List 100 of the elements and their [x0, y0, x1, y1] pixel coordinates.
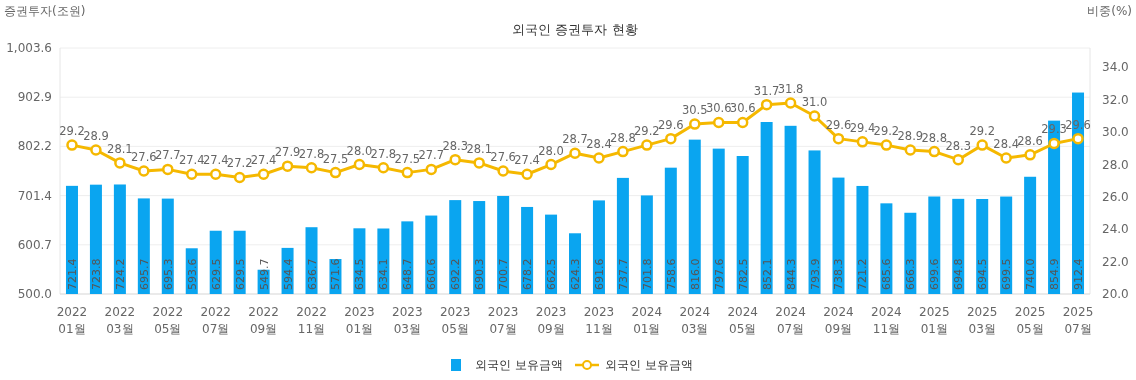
y2-axis-title: 비중(%) — [1087, 4, 1132, 18]
data-label: 31.8 — [777, 82, 804, 97]
legend-label: 외국인 보유금액 — [475, 358, 563, 372]
data-label: 636.7 — [305, 258, 319, 290]
data-label: 721.2 — [856, 258, 870, 290]
data-label: 27.6 — [490, 150, 516, 164]
data-label: 695.7 — [137, 258, 151, 290]
point — [641, 139, 653, 151]
data-label: 660.6 — [425, 258, 439, 290]
data-label: 629.5 — [233, 258, 247, 290]
point — [305, 162, 318, 174]
data-label: 691.6 — [592, 258, 606, 290]
x-tick-label: 2025 07월 — [1062, 305, 1094, 336]
x-tick-label: 2024 11월 — [871, 305, 902, 336]
y-tick-label: 902.9 — [17, 90, 52, 105]
point — [449, 153, 461, 166]
y2-tick-label: 28.0 — [1102, 157, 1129, 172]
y2-tick-label: 20.0 — [1102, 287, 1129, 301]
data-label: 29.2 — [634, 124, 660, 139]
point — [617, 145, 629, 158]
point — [736, 116, 749, 129]
y2-tick-label: 22.0 — [1102, 254, 1129, 269]
x-tick-label: 2023 07월 — [487, 305, 519, 336]
data-label: 549.7 — [257, 258, 271, 290]
data-label: 30.5 — [681, 103, 708, 118]
data-label: 28.7 — [562, 132, 588, 147]
data-label: 692.2 — [449, 258, 463, 290]
data-label: 723.8 — [89, 258, 103, 290]
data-label: 629.5 — [209, 258, 223, 290]
data-label: 690.3 — [473, 258, 487, 290]
data-label: 662.5 — [545, 258, 559, 290]
point — [904, 144, 917, 156]
data-label: 594.4 — [281, 258, 295, 290]
data-label: 694.5 — [976, 258, 990, 290]
y-tick-label: 802.2 — [17, 139, 52, 154]
data-label: 634.5 — [353, 258, 367, 290]
point — [1072, 132, 1084, 145]
data-label: 28.1 — [107, 141, 133, 156]
point — [760, 98, 773, 111]
data-label: 624.3 — [569, 258, 582, 290]
data-label: 30.6 — [729, 101, 756, 116]
data-label: 29.6 — [658, 117, 684, 132]
data-label: 721.4 — [65, 258, 79, 290]
data-label: 816.0 — [688, 258, 702, 290]
point — [689, 118, 701, 130]
data-label: 28.3 — [945, 138, 972, 153]
data-label: 758.6 — [664, 258, 678, 290]
data-label: 854.9 — [1048, 258, 1062, 290]
point — [856, 136, 869, 148]
y-axis-title: 증권투자(조원) — [4, 4, 86, 18]
x-tick-label: 2025 05월 — [1014, 305, 1046, 336]
y-tick-label: 600.7 — [17, 237, 52, 252]
y2-tick-label: 34.0 — [1102, 60, 1129, 75]
y-tick-label: 1,003.6 — [6, 41, 52, 55]
data-label: 852.1 — [760, 258, 774, 290]
chart-title: 외국인 증권투자 현황 — [512, 22, 638, 37]
x-tick-label: 2023 01월 — [344, 305, 375, 336]
data-label: 666.3 — [904, 258, 918, 290]
data-label: 700.7 — [497, 258, 511, 290]
data-label: 31.0 — [801, 94, 828, 109]
x-tick-label: 2022 05월 — [152, 305, 184, 336]
y2-tick-label: 32.0 — [1102, 92, 1129, 107]
y-tick-label: 701.4 — [17, 188, 52, 203]
point — [545, 158, 557, 171]
data-label: 31.7 — [753, 83, 780, 98]
y2-tick-label: 26.0 — [1102, 189, 1129, 204]
data-label: 695.3 — [161, 258, 175, 290]
data-label: 740.0 — [1024, 258, 1038, 290]
data-label: 699.5 — [1000, 258, 1014, 290]
data-label: 28.1 — [466, 141, 492, 156]
x-tick-label: 2023 09월 — [535, 305, 567, 336]
data-label: 634.1 — [377, 258, 391, 290]
x-tick-label: 2022 03월 — [104, 305, 136, 336]
point — [832, 132, 845, 145]
point — [66, 139, 78, 151]
data-label: 28.0 — [538, 143, 564, 158]
point — [1048, 137, 1060, 150]
x-tick-label: 2022 11월 — [296, 305, 327, 336]
point — [425, 163, 438, 176]
data-label: 27.5 — [322, 151, 349, 166]
data-label: 737.7 — [616, 258, 630, 290]
point — [114, 157, 126, 169]
point — [1000, 152, 1012, 164]
point — [808, 110, 821, 122]
point — [665, 132, 677, 145]
point — [162, 163, 174, 176]
point — [257, 168, 270, 180]
x-tick-label: 2022 07월 — [200, 305, 231, 336]
data-label: 29.3 — [1041, 122, 1067, 137]
data-label: 593.6 — [185, 258, 199, 290]
data-label: 28.9 — [83, 128, 109, 143]
x-tick-label: 2025 01월 — [919, 305, 950, 336]
data-label: 27.6 — [131, 150, 157, 164]
point — [593, 152, 605, 164]
data-label: 724.2 — [113, 258, 127, 290]
data-label: 28.6 — [1017, 133, 1043, 148]
data-label: 29.2 — [59, 124, 85, 139]
data-label: 844.3 — [784, 258, 798, 290]
x-tick-label: 2025 03월 — [966, 305, 998, 336]
data-label: 28.4 — [586, 137, 612, 152]
